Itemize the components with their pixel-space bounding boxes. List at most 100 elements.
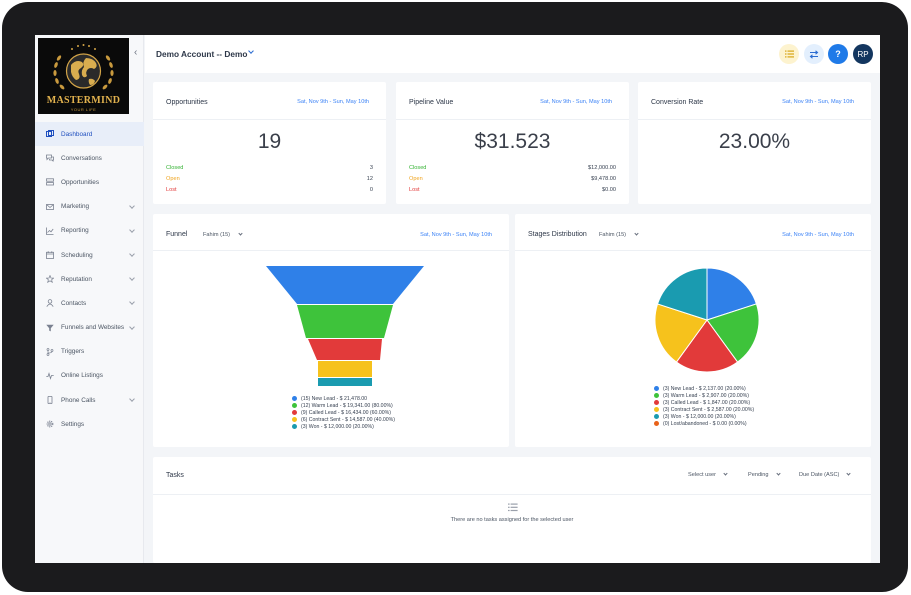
avatar[interactable]: RP xyxy=(853,44,873,64)
stat-title: Pipeline Value xyxy=(409,99,454,106)
stages-date-range[interactable]: Sat, Nov 9th - Sun, May 10th xyxy=(782,232,854,238)
legend-label: (0) Lost/abandoned - $ 0.00 (0.00%) xyxy=(663,420,747,427)
list-view-button[interactable] xyxy=(779,44,799,64)
sidebar-item-scheduling[interactable]: Scheduling xyxy=(35,243,144,267)
legend-label: (3) Warm Lead - $ 2,907.00 (20.00%) xyxy=(663,392,750,399)
stat-row-value: 12 xyxy=(366,176,373,182)
stat-row-value: 0 xyxy=(369,187,373,193)
legend-dot xyxy=(292,424,297,429)
funnel-icon xyxy=(46,324,54,332)
chat-icon xyxy=(46,154,54,163)
legend-item[interactable]: (15) New Lead - $ 21,478.00 xyxy=(292,395,395,402)
pie-slice-called-lead[interactable] xyxy=(675,319,739,373)
stat-date-range[interactable]: Sat, Nov 9th - Sun, May 10th xyxy=(540,99,612,105)
status-filter[interactable]: Pending xyxy=(748,472,769,478)
sidebar-item-reputation[interactable]: Reputation xyxy=(35,267,144,291)
sidebar-item-funnels-and-websites[interactable]: Funnels and Websites xyxy=(35,316,144,340)
stat-row-label: Closed xyxy=(409,165,427,171)
switch-button[interactable] xyxy=(804,44,824,64)
stages-pie-chart xyxy=(654,267,760,373)
stat-date-range[interactable]: Sat, Nov 9th - Sun, May 10th xyxy=(782,99,854,105)
opportunities-icon xyxy=(46,178,54,186)
stat-value: $31.523 xyxy=(474,130,551,153)
legend-item[interactable]: (3) Called Lead - $ 1,847.00 (20.00%) xyxy=(654,399,754,406)
funnel-user-filter[interactable]: Fahim (15) xyxy=(203,232,231,238)
help-button[interactable]: ? xyxy=(828,44,848,64)
sidebar-item-label: Marketing xyxy=(61,203,90,211)
sidebar-item-label: Opportunities xyxy=(61,178,100,186)
legend-item[interactable]: (6) Contract Sent - $ 14,587.00 (40.00%) xyxy=(292,416,395,423)
sidebar-item-settings[interactable]: Settings xyxy=(35,412,144,436)
pie-slice-won[interactable] xyxy=(656,267,708,321)
legend-item[interactable]: (3) Contract Sent - $ 2,587.00 (20.00%) xyxy=(654,406,754,413)
sidebar-item-label: Online Listings xyxy=(61,372,103,380)
tasks-title: Tasks xyxy=(166,472,184,479)
collapse-sidebar-icon[interactable]: ‹ xyxy=(134,47,138,58)
stat-row: Open $9,478.00 xyxy=(409,176,616,182)
stat-date-range[interactable]: Sat, Nov 9th - Sun, May 10th xyxy=(297,99,369,105)
sidebar-item-label: Funnels and Websites xyxy=(61,324,125,332)
legend-dot xyxy=(654,393,659,398)
funnel-date-range[interactable]: Sat, Nov 9th - Sun, May 10th xyxy=(420,232,492,238)
stat-row-label: Closed xyxy=(166,165,184,171)
funnel-stage-warm-lead[interactable] xyxy=(297,305,393,338)
chevron-down-icon[interactable] xyxy=(723,471,728,476)
pie-slice-warm-lead[interactable] xyxy=(706,303,760,363)
brand-tagline: YOUR LIFE xyxy=(70,107,97,112)
account-switcher[interactable]: Demo Account -- Demo xyxy=(156,49,248,59)
pipeline-value-card: Pipeline Value Sat, Nov 9th - Sun, May 10… xyxy=(396,82,629,204)
legend-label: (12) Warm Lead - $ 19,341.00 (80.00%) xyxy=(301,402,393,409)
legend-item[interactable]: (9) Called Lead - $ 16,434.00 (60.00%) xyxy=(292,409,395,416)
pie-slice-new-lead[interactable] xyxy=(706,267,758,321)
stages-user-filter[interactable]: Fahim (15) xyxy=(599,232,627,238)
sidebar-item-phone-calls[interactable]: Phone Calls xyxy=(35,388,144,412)
pie-slice-contract-sent[interactable] xyxy=(654,303,708,363)
funnel-stage-contract-sent[interactable] xyxy=(318,361,372,377)
sidebar-item-opportunities[interactable]: Opportunities xyxy=(35,170,144,194)
funnel-stage-won[interactable] xyxy=(318,378,372,386)
stat-title: Opportunities xyxy=(166,99,208,106)
legend-item[interactable]: (3) Warm Lead - $ 2,907.00 (20.00%) xyxy=(654,392,754,399)
sidebar-item-dashboard[interactable]: Dashboard xyxy=(35,122,144,147)
funnel-chart xyxy=(266,266,424,386)
sidebar-item-label: Contacts xyxy=(61,299,87,307)
stages-distribution-card: Stages Distribution Fahim (15) Sat, Nov … xyxy=(515,214,871,447)
legend-item[interactable]: (3) Won - $ 12,000.00 (20.00%) xyxy=(654,413,754,420)
legend-item[interactable]: (3) New Lead - $ 2,137.00 (20.00%) xyxy=(654,385,754,392)
legend-dot xyxy=(292,410,297,415)
sidebar-item-contacts[interactable]: Contacts xyxy=(35,291,144,315)
chevron-down-icon xyxy=(129,275,135,281)
calendar-icon xyxy=(46,251,54,259)
sidebar-item-marketing[interactable]: Marketing xyxy=(35,195,144,219)
stat-value: 19 xyxy=(257,130,282,153)
chart-icon xyxy=(46,227,54,235)
tasks-empty-message: There are no tasks assigned for the sele… xyxy=(450,517,574,523)
legend-item[interactable]: (3) Won - $ 12,000.00 (20.00%) xyxy=(292,423,395,430)
legend-dot xyxy=(292,396,297,401)
funnel-stage-new-lead[interactable] xyxy=(266,266,424,304)
brand-logo[interactable]: MASTERMIND YOUR LIFE xyxy=(38,38,129,114)
sidebar-item-conversations[interactable]: Conversations xyxy=(35,146,144,170)
legend-dot xyxy=(654,386,659,391)
sidebar-item-online-listings[interactable]: Online Listings xyxy=(35,364,144,388)
legend-item[interactable]: (0) Lost/abandoned - $ 0.00 (0.00%) xyxy=(654,420,754,427)
chevron-down-icon[interactable] xyxy=(776,471,781,476)
select-user-filter[interactable]: Select user xyxy=(688,472,716,478)
chevron-down-icon[interactable] xyxy=(248,48,254,54)
star-icon xyxy=(45,274,55,284)
funnel-stage-called-lead[interactable] xyxy=(308,339,382,360)
legend-dot xyxy=(654,400,659,405)
legend-item[interactable]: (12) Warm Lead - $ 19,341.00 (80.00%) xyxy=(292,402,395,409)
chevron-down-icon xyxy=(129,251,135,257)
task-list-icon xyxy=(508,503,518,512)
sidebar: MASTERMIND YOUR LIFE ‹ Dashboard Conversa… xyxy=(35,35,144,563)
funnel-legend: (15) New Lead - $ 21,478.00 (12) Warm Lea… xyxy=(292,395,395,430)
sort-filter[interactable]: Due Date (ASC) xyxy=(799,472,840,478)
chevron-down-icon[interactable] xyxy=(846,471,851,476)
sidebar-item-reporting[interactable]: Reporting xyxy=(35,219,144,243)
chevron-down-icon xyxy=(129,202,135,209)
sidebar-item-triggers[interactable]: Triggers xyxy=(35,340,144,364)
sidebar-item-label: Conversations xyxy=(61,154,102,162)
stat-row: Closed $12,000.00 xyxy=(409,165,616,171)
